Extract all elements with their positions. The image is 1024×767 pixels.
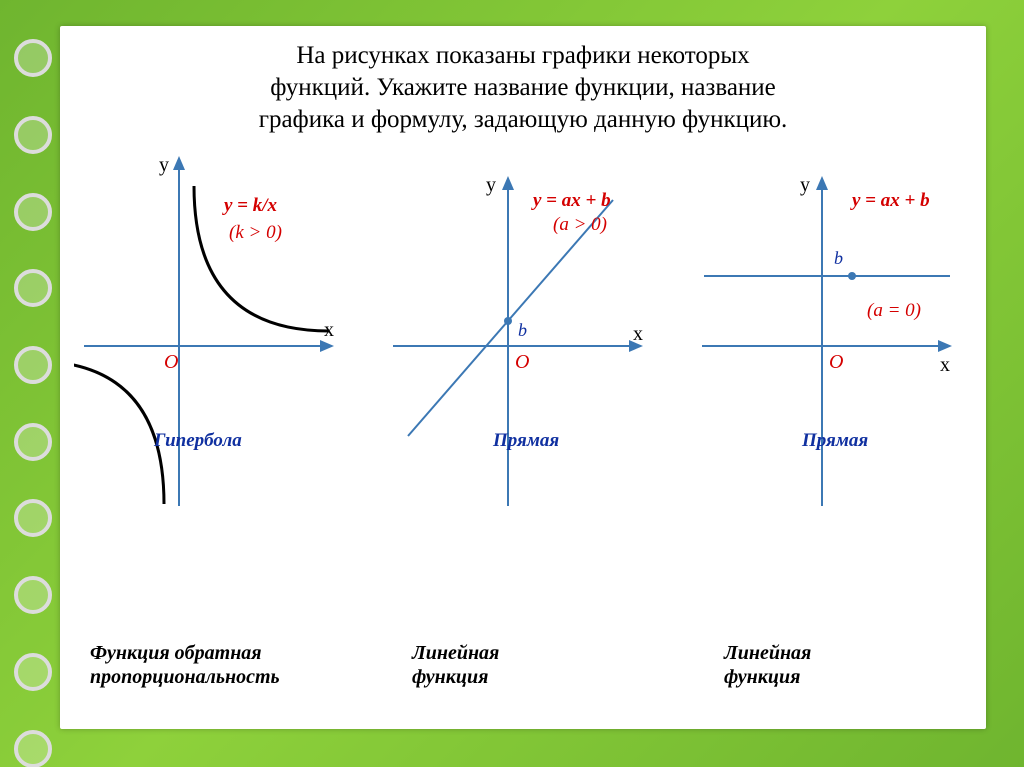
content-sheet: На рисунках показаны графики некоторых ф… — [60, 26, 986, 729]
charts-row: x y O y = k/x (k > 0) Гипербола — [60, 156, 986, 516]
title-line-3: графика и формулу, задающую данную функц… — [259, 106, 788, 133]
ring-icon — [14, 499, 52, 537]
title-line-2: функций. Укажите название функции, назва… — [270, 74, 776, 101]
ring-icon — [14, 269, 52, 307]
origin-label: O — [515, 351, 529, 373]
y-axis-label: y — [800, 174, 810, 196]
y-axis-arrow-icon — [502, 176, 514, 190]
condition-label: (a = 0) — [867, 300, 921, 321]
ring-icon — [14, 730, 52, 767]
ring-icon — [14, 346, 52, 384]
function-name-1: Функция обратнаяпропорциональность — [60, 641, 352, 689]
x-axis-arrow-icon — [938, 340, 952, 352]
ring-icon — [14, 193, 52, 231]
function-name-2-text: Линейнаяфункция — [412, 642, 499, 688]
chart-line-constant: b x y O y = ax + b (a = 0) Прямая — [692, 156, 972, 516]
function-name-3-text: Линейнаяфункция — [724, 642, 811, 688]
origin-label: O — [164, 351, 178, 373]
b-label: b — [834, 248, 843, 268]
origin-label: O — [829, 351, 843, 373]
function-name-2: Линейнаяфункция — [352, 641, 674, 689]
x-axis-arrow-icon — [320, 340, 334, 352]
ring-icon — [14, 116, 52, 154]
graph-name-label: Прямая — [492, 430, 559, 451]
graph-name-label: Прямая — [801, 430, 868, 451]
graph-name-label: Гипербола — [153, 430, 242, 451]
b-label: b — [518, 320, 527, 340]
hyperbola-branch-2 — [74, 361, 164, 504]
function-names-row: Функция обратнаяпропорциональность Линей… — [60, 641, 986, 689]
chart-line-positive: b x y O y = ax + b (a > 0) Прямая — [383, 156, 663, 516]
x-axis-label: x — [633, 323, 643, 345]
ring-icon — [14, 423, 52, 461]
x-axis-label: x — [324, 319, 334, 341]
chart-line-positive-svg: b x y O y = ax + b (a > 0) Прямая — [383, 156, 663, 516]
ring-icon — [14, 39, 52, 77]
chart-line-constant-svg: b x y O y = ax + b (a = 0) Прямая — [692, 156, 972, 516]
y-axis-arrow-icon — [173, 156, 185, 170]
chart-hyperbola-svg: x y O y = k/x (k > 0) Гипербола — [74, 156, 354, 516]
condition-label: (k > 0) — [229, 222, 282, 243]
intercept-dot-icon — [848, 272, 856, 280]
y-axis-arrow-icon — [816, 176, 828, 190]
chart-hyperbola: x y O y = k/x (k > 0) Гипербола — [74, 156, 354, 516]
ring-icon — [14, 576, 52, 614]
ring-icon — [14, 653, 52, 691]
slide-page: На рисунках показаны графики некоторых ф… — [0, 0, 1024, 767]
formula-label: y = ax + b — [850, 190, 930, 211]
x-axis-label: x — [940, 354, 950, 376]
y-axis-label: y — [159, 156, 169, 176]
y-axis-label: y — [486, 174, 496, 196]
function-name-3: Линейнаяфункция — [674, 641, 986, 689]
formula-label: y = ax + b — [531, 190, 611, 211]
function-name-1-text: Функция обратнаяпропорциональность — [90, 642, 280, 688]
binder-rings — [14, 0, 50, 767]
title-line-1: На рисунках показаны графики некоторых — [296, 42, 749, 69]
intercept-dot-icon — [504, 317, 512, 325]
formula-label: y = k/x — [222, 195, 278, 216]
slide-title: На рисунках показаны графики некоторых ф… — [60, 40, 986, 136]
condition-label: (a > 0) — [553, 214, 607, 235]
